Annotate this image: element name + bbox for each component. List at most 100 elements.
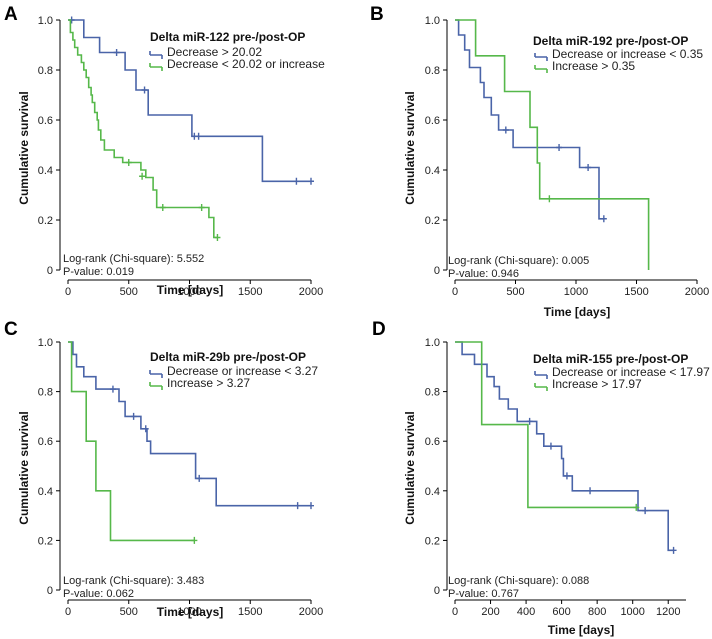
x-axis-title-c: Time [days] xyxy=(157,605,223,619)
y-tick-label-a: 0.2 xyxy=(38,215,53,227)
censor-mark-a-2 xyxy=(214,234,221,241)
survival-curve-b-1 xyxy=(455,19,604,220)
censor-mark-b-1 xyxy=(556,144,563,151)
legend-entry-c-2: Increase > 3.27 xyxy=(149,376,250,390)
x-tick-label-a: 1500 xyxy=(238,286,262,298)
censor-mark-d-1 xyxy=(587,487,594,495)
censor-mark-d-1 xyxy=(642,507,649,515)
panel-c: C 0 0.2 0.4 0.6 0.8 1.0 0 500 1000 1500 2000 Time … xyxy=(4,319,323,619)
y-axis-title-c: Cumulative survival xyxy=(17,411,31,524)
x-tick-label-b: 1000 xyxy=(564,286,588,298)
censor-mark-c-2 xyxy=(191,536,198,544)
legend-title-c: Delta miR-29b pre-/post-OP xyxy=(150,350,306,364)
censor-mark-d-1 xyxy=(563,472,570,480)
y-tick-label-c: 0.2 xyxy=(38,535,53,547)
x-tick-label-a: 2000 xyxy=(299,286,323,298)
survival-curve-c-1 xyxy=(68,341,311,507)
x-tick-label-b: 0 xyxy=(452,286,458,298)
x-tick-label-d: 1200 xyxy=(656,606,680,618)
censor-mark-b-2 xyxy=(546,195,553,203)
legend-entry-a-1: Decrease > 20.02 xyxy=(149,45,262,59)
y-axis-title-a: Cumulative survival xyxy=(17,91,31,204)
censor-mark-d-1 xyxy=(670,546,677,554)
panel-letter-a: A xyxy=(4,4,18,25)
censor-mark-a-1 xyxy=(113,49,120,56)
x-tick-label-d: 800 xyxy=(588,606,606,618)
y-tick-label-b: 1.0 xyxy=(425,15,440,27)
y-tick-label-d: 0.2 xyxy=(425,535,440,547)
logrank-text-b: Log-rank (Chi-square): 0.005 xyxy=(448,255,589,267)
legend-label-c-1: Decrease or increase < 3.27 xyxy=(167,364,318,378)
x-axis-title-b: Time [days] xyxy=(544,305,610,319)
y-tick-label-c: 0.4 xyxy=(38,486,53,498)
censor-mark-a-2 xyxy=(159,204,166,211)
y-tick-label-c: 0 xyxy=(47,585,53,597)
y-tick-label-b: 0.2 xyxy=(425,215,440,227)
y-tick-label-a: 0.8 xyxy=(38,65,53,77)
panel-letter-b: B xyxy=(370,4,384,25)
survival-curve-c-2 xyxy=(68,341,195,542)
y-tick-label-b: 0.8 xyxy=(425,65,440,77)
legend-entry-a-2: Decrease < 20.02 or increase xyxy=(149,57,325,71)
panel-letter-c: C xyxy=(4,319,18,340)
x-tick-label-a: 0 xyxy=(65,286,71,298)
y-tick-label-c: 0.8 xyxy=(38,387,53,399)
panel-letter-d: D xyxy=(372,319,386,340)
survival-curve-b-2 xyxy=(455,19,650,270)
survival-curve-a-1 xyxy=(68,19,311,183)
x-tick-label-d: 600 xyxy=(552,606,570,618)
censor-mark-d-1 xyxy=(526,417,533,425)
logrank-text-d: Log-rank (Chi-square): 0.088 xyxy=(448,575,589,587)
y-tick-label-a: 1.0 xyxy=(38,15,53,27)
survival-curve-d-2 xyxy=(455,341,638,509)
pvalue-text-c: P-value: 0.062 xyxy=(63,588,134,600)
legend-title-d: Delta miR-155 pre-/post-OP xyxy=(533,352,688,366)
logrank-text-a: Log-rank (Chi-square): 5.552 xyxy=(63,253,204,265)
censor-mark-a-2 xyxy=(125,159,132,166)
y-tick-label-d: 0.6 xyxy=(425,436,440,448)
plot-d: 0 0.2 0.4 0.6 0.8 1.0 0 200 400 600 800 1000 1200 xyxy=(425,337,686,618)
x-tick-label-b: 2000 xyxy=(685,286,709,298)
legend-entry-d-2: Increase > 17.97 xyxy=(534,377,642,391)
legend-label-c-2: Increase > 3.27 xyxy=(167,376,250,390)
x-tick-label-b: 500 xyxy=(506,286,524,298)
y-axis-title-d: Cumulative survival xyxy=(403,411,417,524)
pvalue-text-a: P-value: 0.019 xyxy=(63,266,134,278)
survival-curve-a-2 xyxy=(68,19,218,239)
y-axis-title-b: Cumulative survival xyxy=(403,91,417,204)
censor-mark-a-1 xyxy=(293,177,300,185)
censor-mark-a-1 xyxy=(141,86,148,94)
x-tick-label-c: 0 xyxy=(65,606,71,618)
x-axis-title-a: Time [days] xyxy=(157,283,223,297)
censor-mark-a-2 xyxy=(198,204,205,211)
plot-b: 0 0.2 0.4 0.6 0.8 1.0 0 500 1000 1500 2000 xyxy=(425,15,710,298)
y-tick-label-d: 1.0 xyxy=(425,337,440,349)
censor-mark-a-1 xyxy=(308,177,314,185)
legend-label-b-1: Decrease or increase < 0.35 xyxy=(552,47,703,61)
x-tick-label-b: 1500 xyxy=(624,286,648,298)
plot-c: 0 0.2 0.4 0.6 0.8 1.0 0 500 1000 1500 2000 xyxy=(38,337,324,618)
x-axis-title-d: Time [days] xyxy=(548,623,614,637)
censor-mark-d-1 xyxy=(547,442,554,450)
censor-mark-c-1 xyxy=(130,412,137,420)
censor-mark-b-1 xyxy=(585,164,592,171)
y-tick-label-c: 0.6 xyxy=(38,436,53,448)
censor-mark-b-1 xyxy=(600,215,607,223)
censor-mark-c-1 xyxy=(294,502,301,510)
x-tick-label-a: 500 xyxy=(120,286,138,298)
legend-entry-c-1: Decrease or increase < 3.27 xyxy=(149,364,318,378)
y-tick-label-a: 0.6 xyxy=(38,115,53,127)
y-tick-label-d: 0.8 xyxy=(425,387,440,399)
x-tick-label-c: 1500 xyxy=(238,606,262,618)
y-tick-label-c: 1.0 xyxy=(38,337,53,349)
y-tick-label-b: 0 xyxy=(434,265,440,277)
legend-label-b-2: Increase > 0.35 xyxy=(552,59,635,73)
censor-mark-c-1 xyxy=(109,385,116,393)
legend-label-d-2: Increase > 17.97 xyxy=(552,377,642,391)
panel-d: D 00.20.40.60.81.00 200 400 600 800 1000 1200 … xyxy=(372,319,710,637)
x-tick-label-d: 0 xyxy=(452,606,458,618)
y-tick-label-b: 0.6 xyxy=(425,115,440,127)
censor-mark-c-1 xyxy=(308,502,314,510)
y-tick-label-b: 0.4 xyxy=(425,165,440,177)
censor-mark-c-1 xyxy=(142,425,149,433)
